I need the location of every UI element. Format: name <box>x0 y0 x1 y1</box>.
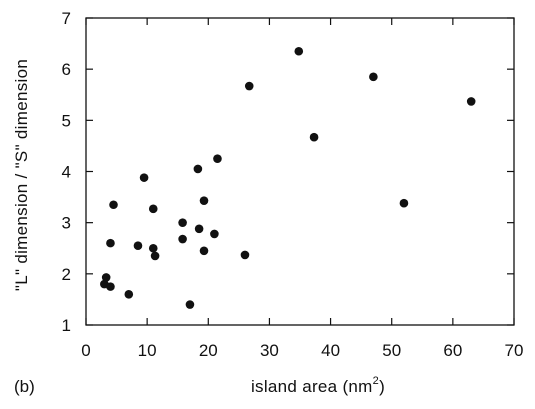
data-point <box>178 234 187 244</box>
data-point <box>148 204 158 214</box>
data-points <box>100 46 476 309</box>
x-tick-label: 0 <box>81 341 90 360</box>
x-tick-label: 60 <box>443 341 462 360</box>
x-tick-label: 70 <box>505 341 524 360</box>
y-axis-title: "L" dimension / "S" dimension <box>12 59 31 291</box>
data-point <box>185 300 195 309</box>
axis-tick-labels: 0 10 20 30 40 50 60 70 1 2 3 4 5 6 7 <box>62 9 524 360</box>
data-point <box>369 72 378 82</box>
x-tick-label: 50 <box>382 341 401 360</box>
x-tick-label: 40 <box>321 341 340 360</box>
y-tick-label: 6 <box>62 60 71 79</box>
y-tick-label: 4 <box>62 163 71 182</box>
y-tick-label: 1 <box>62 316 71 335</box>
data-point <box>124 290 134 299</box>
data-point <box>399 198 409 208</box>
y-tick-label: 5 <box>62 111 71 130</box>
data-point <box>109 200 118 210</box>
data-point <box>106 282 115 291</box>
x-axis-title: island area (nm2) <box>251 375 385 396</box>
data-point <box>199 196 209 205</box>
x-tick-label: 10 <box>138 341 157 360</box>
y-tick-label: 2 <box>62 265 71 284</box>
x-tick-label: 30 <box>260 341 279 360</box>
data-point <box>240 250 250 260</box>
data-point <box>466 97 476 106</box>
data-point <box>150 251 160 261</box>
data-point <box>178 218 187 227</box>
panel-label: (b) <box>14 377 35 396</box>
data-point <box>309 132 319 142</box>
data-point <box>213 154 222 164</box>
data-point <box>294 46 304 56</box>
data-point <box>139 173 149 182</box>
data-point <box>193 164 203 174</box>
x-tick-label: 20 <box>199 341 218 360</box>
y-tick-label: 7 <box>62 9 71 28</box>
data-point <box>194 224 204 234</box>
data-point <box>106 238 115 248</box>
data-point <box>148 243 158 253</box>
data-point <box>133 241 143 250</box>
data-point <box>199 246 209 256</box>
y-tick-label: 3 <box>62 214 71 233</box>
data-point <box>210 229 219 239</box>
data-point <box>101 273 111 282</box>
data-point <box>244 81 254 91</box>
plot-frame <box>85 17 515 326</box>
axis-ticks <box>85 17 515 326</box>
